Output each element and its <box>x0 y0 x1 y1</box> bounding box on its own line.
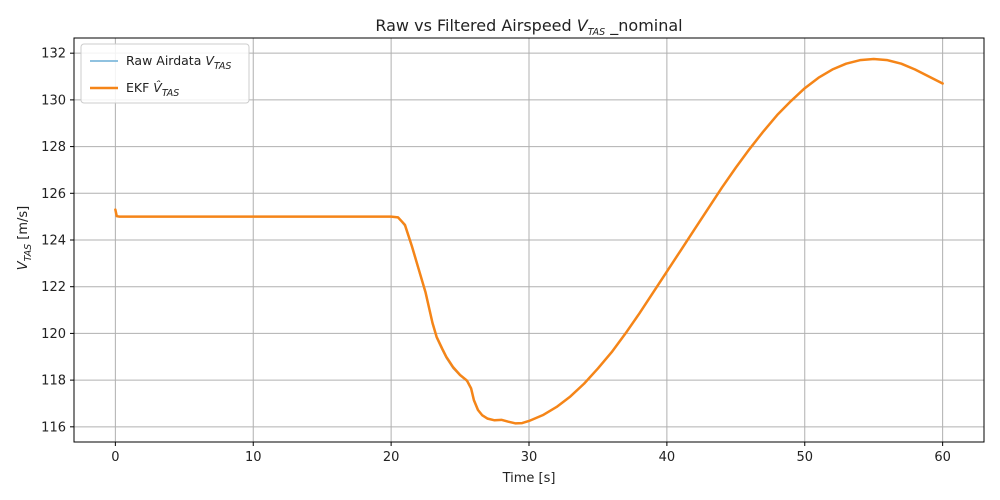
y-tick-label: 116 <box>41 420 66 435</box>
y-tick-label: 124 <box>41 234 66 249</box>
x-tick-label: 50 <box>796 450 813 465</box>
x-tick-label: 60 <box>934 450 951 465</box>
series-line-ekf <box>114 57 944 425</box>
grid <box>74 38 984 442</box>
y-tick-label: 128 <box>41 140 66 155</box>
legend: Raw Airdata VTAS EKF V̂TAS <box>80 43 250 104</box>
legend-label-raw: Raw Airdata VTAS <box>126 53 231 72</box>
y-tick-label: 118 <box>41 374 66 389</box>
y-tick-label: 132 <box>41 47 66 62</box>
y-tick-label: 130 <box>41 93 66 108</box>
x-tick-label: 10 <box>245 450 262 465</box>
legend-box <box>80 43 250 104</box>
x-tick-label: 30 <box>521 450 538 465</box>
x-tick-label: 20 <box>383 450 400 465</box>
chart-title: Raw vs Filtered Airspeed VTAS _nominal <box>375 16 682 39</box>
x-tick-label: 40 <box>659 450 676 465</box>
y-tick-label: 120 <box>41 327 66 342</box>
x-tick-label: 0 <box>111 450 119 465</box>
series-lines <box>114 57 944 425</box>
legend-label-ekf: EKF V̂TAS <box>126 80 179 99</box>
x-axis-label: Time [s] <box>502 471 556 486</box>
axis-ticks: 0 10 20 30 40 50 60 116 118 120 122 124 126 128 130 132 <box>41 47 951 465</box>
y-tick-label: 122 <box>41 280 66 295</box>
y-tick-label: 126 <box>41 187 66 202</box>
y-axis-label: VTAS [m/s] <box>16 206 35 270</box>
